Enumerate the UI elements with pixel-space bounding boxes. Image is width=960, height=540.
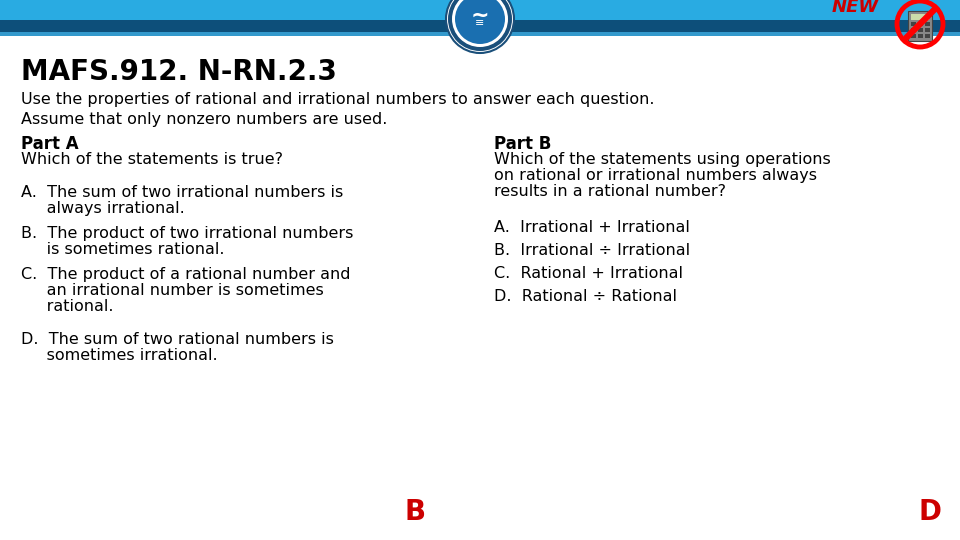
FancyBboxPatch shape (911, 34, 916, 38)
FancyBboxPatch shape (911, 22, 916, 26)
Text: ≡: ≡ (475, 18, 485, 28)
Polygon shape (0, 20, 960, 32)
Circle shape (452, 0, 508, 47)
Text: B: B (404, 498, 425, 526)
Text: Part A: Part A (21, 135, 79, 153)
FancyBboxPatch shape (918, 34, 923, 38)
FancyBboxPatch shape (925, 22, 930, 26)
FancyBboxPatch shape (911, 28, 916, 32)
Text: NEW: NEW (831, 0, 878, 16)
Text: on rational or irrational numbers always: on rational or irrational numbers always (494, 168, 817, 183)
Text: B.  Irrational ÷ Irrational: B. Irrational ÷ Irrational (494, 243, 690, 258)
FancyBboxPatch shape (918, 22, 923, 26)
Text: Part B: Part B (494, 135, 552, 153)
FancyBboxPatch shape (908, 11, 932, 41)
FancyBboxPatch shape (925, 34, 930, 38)
Text: D.  The sum of two rational numbers is: D. The sum of two rational numbers is (21, 332, 334, 347)
Text: B.  The product of two irrational numbers: B. The product of two irrational numbers (21, 226, 353, 241)
Text: D: D (919, 498, 942, 526)
Circle shape (446, 0, 514, 53)
Text: A.  Irrational + Irrational: A. Irrational + Irrational (494, 220, 690, 235)
Text: rational.: rational. (21, 299, 113, 314)
Text: always irrational.: always irrational. (21, 201, 185, 216)
FancyBboxPatch shape (925, 28, 930, 32)
Text: A.  The sum of two irrational numbers is: A. The sum of two irrational numbers is (21, 185, 344, 200)
Text: an irrational number is sometimes: an irrational number is sometimes (21, 283, 324, 298)
Polygon shape (0, 32, 960, 36)
Text: Which of the statements using operations: Which of the statements using operations (494, 152, 831, 167)
Text: C.  The product of a rational number and: C. The product of a rational number and (21, 267, 350, 282)
Circle shape (448, 0, 512, 51)
Polygon shape (0, 0, 960, 20)
FancyBboxPatch shape (911, 14, 929, 20)
Text: results in a rational number?: results in a rational number? (494, 184, 727, 199)
Text: Use the properties of rational and irrational numbers to answer each question.: Use the properties of rational and irrat… (21, 92, 655, 107)
Text: sometimes irrational.: sometimes irrational. (21, 348, 218, 363)
FancyBboxPatch shape (918, 28, 923, 32)
Text: D.  Rational ÷ Rational: D. Rational ÷ Rational (494, 289, 678, 304)
Text: C.  Rational + Irrational: C. Rational + Irrational (494, 266, 684, 281)
Text: Assume that only nonzero numbers are used.: Assume that only nonzero numbers are use… (21, 112, 388, 127)
Text: ~: ~ (470, 6, 490, 26)
Text: is sometimes rational.: is sometimes rational. (21, 242, 225, 257)
Text: Which of the statements is true?: Which of the statements is true? (21, 152, 283, 167)
Circle shape (455, 0, 505, 44)
Text: MAFS.912. N-RN.2.3: MAFS.912. N-RN.2.3 (21, 58, 337, 86)
